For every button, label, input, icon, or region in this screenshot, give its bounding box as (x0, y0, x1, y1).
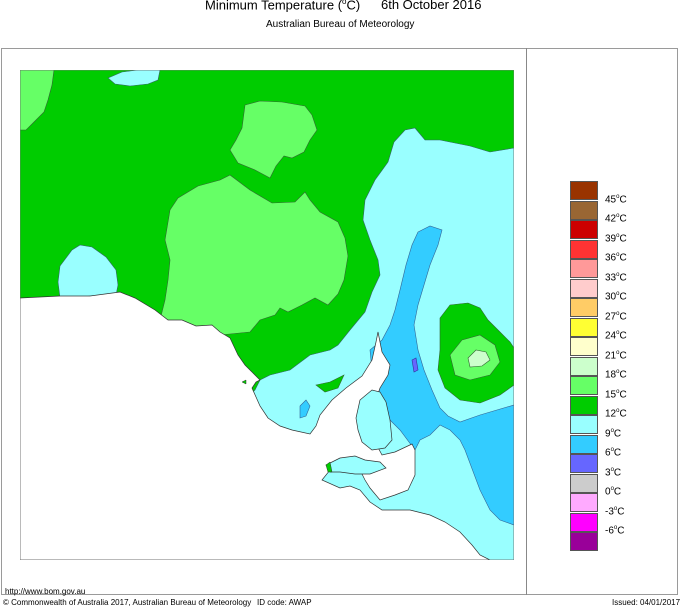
legend-swatch (570, 473, 598, 493)
legend-swatch (570, 454, 598, 473)
legend-swatch (570, 356, 598, 376)
legend-label: 3oC (605, 466, 622, 478)
issued-date: Issued: 04/01/2017 (612, 598, 680, 607)
title-unit: C) (346, 0, 361, 13)
legend-swatch (570, 376, 598, 395)
legend-swatch (570, 220, 598, 239)
legend-swatch (570, 259, 598, 278)
small-island (241, 379, 247, 385)
legend-swatch (570, 434, 598, 454)
zone-15-18-north (229, 100, 318, 179)
id-code: ID code: AWAP (257, 598, 312, 607)
legend-swatch (570, 181, 598, 200)
legend-label: 24oC (605, 330, 627, 342)
legend-swatch (570, 298, 598, 317)
legend-swatch (570, 239, 598, 259)
legend-label: 18oC (605, 369, 627, 381)
legend-swatch (570, 512, 598, 532)
legend-label: 30oC (605, 291, 627, 303)
legend-swatch (570, 532, 598, 551)
legend-label: 39oC (605, 232, 627, 244)
legend-label: 42oC (605, 213, 627, 225)
zone-15-18-northwest (20, 70, 55, 131)
zone-9-12-north-lake (107, 70, 161, 87)
legend-label: 9oC (605, 427, 622, 439)
title-text: Minimum Temperature (oC) (205, 0, 360, 12)
degree-sup: o (342, 0, 347, 6)
legend-swatch (570, 337, 598, 356)
legend-label: 12oC (605, 408, 627, 420)
legend-label: 21oC (605, 349, 627, 361)
ocean (20, 291, 491, 560)
legend-label: 6oC (605, 447, 622, 459)
temperature-map (20, 70, 514, 560)
legend-swatch (570, 493, 598, 512)
legend-label: 45oC (605, 193, 627, 205)
legend-label: 0oC (605, 486, 622, 498)
zone-6-9-lake (299, 399, 311, 419)
legend-swatch (570, 395, 598, 415)
legend-swatch (570, 278, 598, 298)
kangaroo-island (325, 455, 387, 475)
legend-label: 27oC (605, 310, 627, 322)
legend-swatch (570, 317, 598, 337)
zone-12-15-coast-patch (315, 374, 345, 393)
copyright: © Commonwealth of Australia 2017, Austra… (3, 598, 252, 607)
zone-3-6-spot (411, 357, 419, 373)
legend-divider (526, 48, 527, 595)
legend-swatch (570, 200, 598, 220)
legend-swatch (570, 415, 598, 434)
subtitle: Australian Bureau of Meteorology (266, 19, 415, 30)
plot-frame (1, 48, 678, 595)
title-label: Minimum Temperature ( (205, 0, 343, 13)
legend-label: 36oC (605, 252, 627, 264)
legend-label: 33oC (605, 271, 627, 283)
zone-18-21-east-peak (467, 349, 491, 368)
yorke-peninsula (355, 389, 393, 451)
legend-label: 15oC (605, 388, 627, 400)
title-date: 6th October 2016 (381, 0, 482, 12)
legend-label: -6oC (605, 525, 625, 537)
kangaroo-island-west-tip (325, 461, 333, 473)
bom-url[interactable]: http://www.bom.gov.au (5, 587, 86, 596)
legend-label: -3oC (605, 505, 625, 517)
